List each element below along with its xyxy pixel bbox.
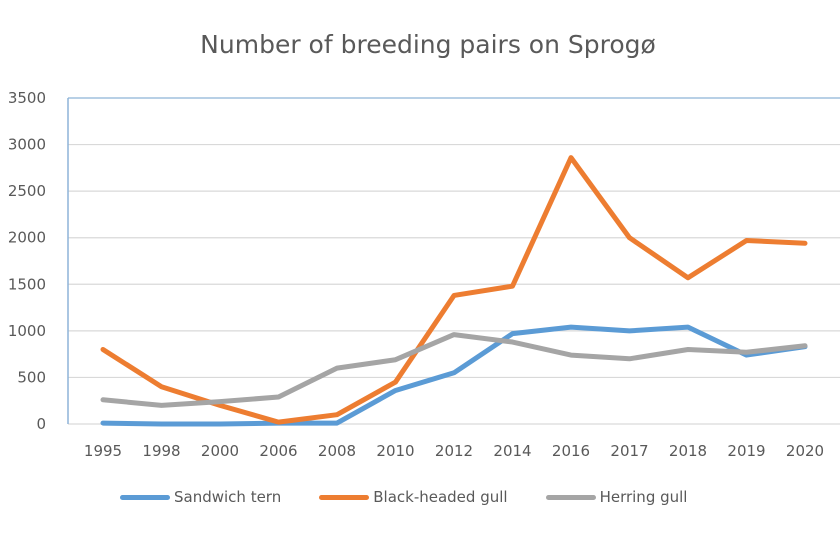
legend-label: Black-headed gull bbox=[373, 488, 508, 506]
x-tick-label: 2018 bbox=[669, 442, 707, 460]
x-tick-label: 1995 bbox=[84, 442, 122, 460]
legend: Sandwich tern Black-headed gull Herring gu… bbox=[120, 488, 687, 506]
legend-label: Sandwich tern bbox=[174, 488, 282, 506]
y-tick-label: 1000 bbox=[8, 322, 46, 340]
y-tick-label: 2500 bbox=[8, 182, 46, 200]
x-axis-ticks: 1995 1998 2000 2006 2008 2010 2012 2014 2016 2017… bbox=[84, 442, 824, 460]
x-tick-label: 2010 bbox=[376, 442, 414, 460]
chart-title: Number of breeding pairs on Sprogø bbox=[200, 30, 656, 59]
x-tick-label: 1998 bbox=[142, 442, 180, 460]
x-tick-label: 2000 bbox=[201, 442, 239, 460]
x-tick-label: 2008 bbox=[318, 442, 356, 460]
legend-item: Sandwich tern bbox=[120, 488, 281, 506]
y-tick-label: 500 bbox=[17, 368, 46, 386]
series-line-black-headed-gull bbox=[100, 155, 808, 425]
y-axis-ticks: 0 500 1000 1500 2000 2500 3000 3500 bbox=[8, 89, 46, 433]
legend-label: Herring gull bbox=[599, 488, 688, 506]
legend-swatch bbox=[319, 494, 370, 500]
y-tick-label: 2000 bbox=[8, 229, 46, 247]
x-tick-label: 2014 bbox=[493, 442, 531, 460]
legend-item: Black-headed gull bbox=[319, 488, 508, 506]
x-tick-label: 2017 bbox=[610, 442, 648, 460]
x-tick-label: 2006 bbox=[259, 442, 297, 460]
series-line-sandwich-tern bbox=[100, 324, 808, 427]
x-tick-label: 2020 bbox=[786, 442, 824, 460]
legend-swatch bbox=[120, 494, 170, 500]
x-tick-label: 2019 bbox=[727, 442, 765, 460]
legend-swatch bbox=[545, 494, 596, 500]
legend-item: Herring gull bbox=[545, 488, 688, 506]
y-tick-label: 3500 bbox=[8, 89, 46, 107]
x-tick-label: 2012 bbox=[435, 442, 473, 460]
y-tick-label: 3000 bbox=[8, 136, 46, 154]
x-tick-label: 2016 bbox=[552, 442, 590, 460]
series-lines bbox=[100, 155, 808, 427]
y-tick-label: 0 bbox=[36, 415, 46, 433]
y-tick-label: 1500 bbox=[8, 275, 46, 293]
